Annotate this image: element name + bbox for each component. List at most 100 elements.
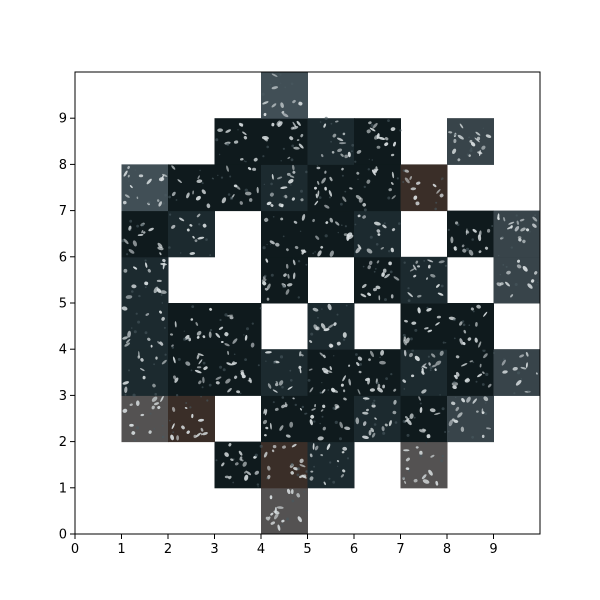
insect-speck	[413, 195, 418, 200]
insect-speck	[391, 195, 396, 200]
insect-speck	[148, 227, 154, 232]
tile-rim-shade	[121, 395, 169, 443]
tile-rim-shade	[493, 349, 540, 396]
soil-grain	[286, 519, 289, 521]
soil-grain	[319, 121, 322, 123]
soil-grain	[190, 369, 193, 372]
insect-speck	[464, 377, 470, 382]
insect-speck	[367, 265, 371, 270]
image-tile	[261, 210, 308, 258]
y-axis: 0 1 2 3 4 5 6 7 8 9	[59, 112, 75, 543]
soil-grain	[183, 330, 185, 332]
insect-speck	[314, 404, 317, 408]
soil-grain	[344, 190, 347, 193]
insect-speck	[357, 214, 361, 218]
soil-grain	[324, 234, 328, 238]
insect-speck	[326, 370, 333, 373]
insect-speck	[264, 434, 267, 437]
insect-speck	[457, 134, 464, 140]
soil-grain	[441, 454, 444, 458]
image-tile	[493, 349, 540, 396]
soil-grain	[164, 353, 167, 356]
insect-speck	[265, 258, 269, 263]
soil-grain	[129, 219, 133, 223]
insect-speck	[148, 430, 152, 434]
soil-grain	[282, 284, 286, 288]
image-tile	[400, 395, 448, 443]
insect-speck	[263, 137, 268, 142]
image-tile	[354, 118, 402, 165]
soil-grain	[440, 459, 444, 463]
soil-grain	[484, 412, 488, 415]
insect-speck	[407, 292, 413, 298]
insect-speck	[434, 412, 441, 415]
soil-grain	[414, 328, 418, 332]
image-tile	[261, 118, 308, 165]
soil-grain	[124, 393, 127, 396]
insect-speck	[274, 506, 277, 514]
soil-grain	[280, 160, 282, 162]
soil-grain	[485, 372, 489, 376]
insect-speck	[413, 478, 418, 483]
soil-grain	[281, 396, 285, 399]
soil-grain	[296, 473, 300, 477]
insect-speck	[452, 148, 457, 154]
soil-grain	[226, 142, 230, 146]
insect-speck	[271, 449, 275, 453]
tile-background	[354, 210, 401, 258]
insect-speck	[224, 452, 229, 457]
insect-speck	[476, 136, 481, 141]
insect-speck	[197, 175, 200, 180]
insect-speck	[243, 135, 248, 140]
soil-grain	[471, 402, 473, 404]
insect-speck	[284, 194, 288, 199]
insect-speck	[250, 342, 255, 348]
insect-speck	[129, 185, 133, 189]
insect-speck	[290, 471, 294, 475]
insect-speck	[157, 246, 164, 251]
soil-grain	[341, 174, 344, 177]
insect-speck	[263, 408, 266, 415]
insect-speck	[380, 350, 385, 356]
insect-speck	[317, 180, 320, 185]
soil-grain	[408, 469, 411, 472]
insect-speck	[196, 213, 201, 218]
soil-grain	[376, 381, 380, 385]
tile-background	[493, 349, 540, 396]
insect-speck	[483, 311, 488, 317]
insect-speck	[299, 458, 304, 464]
insect-speck	[269, 192, 274, 197]
image-tile	[214, 164, 262, 212]
soil-grain	[513, 392, 516, 395]
insect-speck	[192, 235, 195, 239]
insect-speck	[416, 265, 421, 268]
insect-speck	[254, 470, 260, 475]
x-tick-label: 2	[164, 542, 172, 557]
insect-speck	[317, 250, 322, 257]
soil-grain	[330, 140, 332, 143]
soil-grain	[371, 159, 373, 161]
insect-speck	[215, 332, 221, 338]
insect-speck	[145, 262, 148, 268]
insect-speck	[186, 192, 190, 199]
insect-speck	[329, 176, 333, 182]
insect-speck	[412, 264, 417, 271]
insect-speck	[230, 458, 234, 461]
insect-speck	[343, 397, 347, 401]
insect-speck	[235, 185, 241, 190]
insect-speck	[487, 383, 492, 388]
soil-grain	[354, 223, 357, 226]
insect-speck	[242, 131, 247, 136]
soil-grain	[312, 252, 315, 255]
insect-speck	[415, 181, 421, 185]
insect-speck	[232, 338, 238, 344]
insect-speck	[356, 171, 360, 175]
soil-grain	[313, 465, 315, 468]
soil-grain	[300, 189, 303, 193]
soil-grain	[272, 401, 275, 404]
insect-speck	[196, 179, 203, 184]
insect-speck	[336, 341, 341, 346]
insect-speck	[335, 120, 339, 123]
insect-speck	[328, 190, 333, 197]
insect-speck	[279, 425, 284, 431]
